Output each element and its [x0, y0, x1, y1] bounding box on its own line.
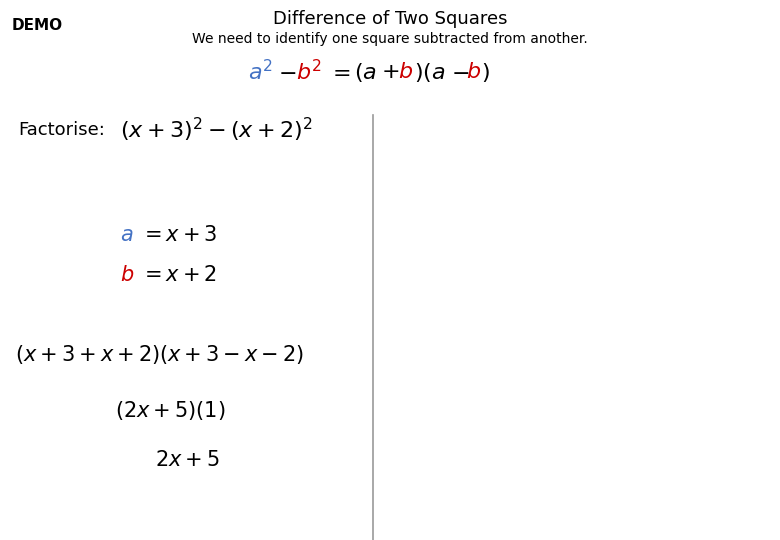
Text: $(x + 3)^2 - (x + 2)^2$: $(x + 3)^2 - (x + 2)^2$	[120, 116, 313, 144]
Text: $(x + 3 + x + 2)(x + 3 - x - 2)$: $(x + 3 + x + 2)(x + 3 - x - 2)$	[15, 343, 304, 367]
Text: $= x + 2$: $= x + 2$	[140, 265, 217, 285]
Text: $-$: $-$	[451, 62, 470, 82]
Text: $\mathit{b}^2$: $\mathit{b}^2$	[296, 59, 322, 85]
Text: We need to identify one square subtracted from another.: We need to identify one square subtracte…	[192, 32, 588, 46]
Text: $=$: $=$	[328, 62, 350, 82]
Text: $+$: $+$	[381, 62, 399, 82]
Text: $)(\mathit{a}$: $)(\mathit{a}$	[414, 60, 445, 84]
Text: $= x + 3$: $= x + 3$	[140, 225, 217, 245]
Text: $\mathit{b}$: $\mathit{b}$	[466, 62, 481, 82]
Text: Difference of Two Squares: Difference of Two Squares	[273, 10, 507, 28]
Text: $\mathit{a}$: $\mathit{a}$	[120, 225, 133, 245]
Text: $(2x + 5)(1)$: $(2x + 5)(1)$	[115, 399, 225, 422]
Text: $)$: $)$	[481, 60, 490, 84]
Text: DEMO: DEMO	[12, 18, 63, 33]
Text: $(\mathit{a}$: $(\mathit{a}$	[354, 60, 377, 84]
Text: $\mathit{b}$: $\mathit{b}$	[398, 62, 413, 82]
Text: $\mathit{b}$: $\mathit{b}$	[120, 265, 134, 285]
Text: $-$: $-$	[278, 62, 296, 82]
Text: Factorise:: Factorise:	[18, 121, 105, 139]
Text: $2x + 5$: $2x + 5$	[155, 450, 220, 470]
Text: $\mathit{a}^2$: $\mathit{a}^2$	[248, 59, 273, 85]
